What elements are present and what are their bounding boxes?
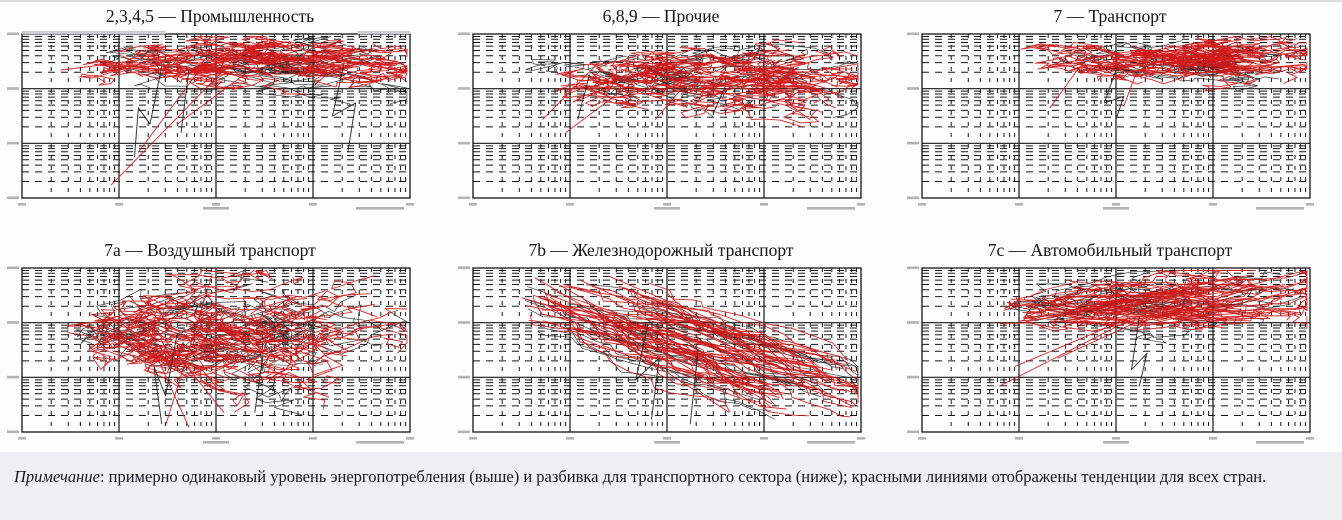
chart-title-road-transport: 7c — Автомобильный транспорт xyxy=(987,240,1233,260)
scatter-plot-svg-industry xyxy=(7,30,414,210)
chart-plot-transport xyxy=(904,30,1316,216)
note-text: : примерно одинаковый уровень энергопотр… xyxy=(99,467,1267,486)
scan-artifact-bar xyxy=(357,30,410,35)
illegible-tick-labels xyxy=(907,32,1314,210)
outlier-lines xyxy=(60,59,357,186)
scatter-plot-svg-air-transport xyxy=(7,266,414,444)
note-label: Примечание xyxy=(14,467,100,486)
top-border-line xyxy=(0,0,1342,2)
chart-plot-rail-transport xyxy=(455,264,867,450)
outlier-lines xyxy=(1049,69,1136,120)
chart-title-industry: 2,3,4,5 — Промышленность xyxy=(105,6,315,26)
scatter-plot-svg-others xyxy=(458,32,865,210)
chart-cell-road-transport: 7c — Автомобильный транспорт xyxy=(904,236,1316,450)
chart-cell-rail-transport: 7b — Железнодорожный транспорт xyxy=(455,236,867,450)
outlier-lines xyxy=(68,274,264,428)
scatter-plot-svg-transport xyxy=(907,32,1314,210)
chart-cell-industry: 2,3,4,5 — Промышленность xyxy=(4,2,416,216)
chart-title-others: 6,8,9 — Прочие xyxy=(602,6,720,26)
chart-cell-air-transport: 7a — Воздушный транспорт xyxy=(4,236,416,450)
chart-cell-others: 6,8,9 — Прочие xyxy=(455,2,867,216)
scatter-plot-svg-road-transport xyxy=(907,266,1314,444)
chart-title-air-transport: 7a — Воздушный транспорт xyxy=(104,240,316,260)
trend-lines-red xyxy=(521,282,859,418)
outlier-lines xyxy=(534,275,831,425)
chart-plot-others xyxy=(455,30,867,216)
outlier-lines xyxy=(999,313,1156,387)
illegible-tick-labels xyxy=(907,266,1314,444)
figure-note: Примечание: примерно одинаковый уровень … xyxy=(14,465,1326,489)
illegible-tick-labels xyxy=(458,32,865,210)
scan-artifact-bar xyxy=(22,30,166,35)
note-strip: Примечание: примерно одинаковый уровень … xyxy=(0,452,1342,520)
trend-lines-red xyxy=(999,270,1308,332)
trend-lines-red xyxy=(78,36,408,95)
illegible-tick-labels xyxy=(7,266,414,444)
illegible-tick-labels xyxy=(7,32,414,210)
chart-cell-transport: 7 — Транспорт xyxy=(904,2,1316,216)
chart-plot-road-transport xyxy=(904,264,1316,450)
trend-lines-red xyxy=(554,39,859,128)
outlier-lines xyxy=(542,59,726,133)
chart-plot-industry xyxy=(4,30,416,216)
chart-plot-air-transport xyxy=(4,264,416,450)
chart-title-rail-transport: 7b — Железнодорожный транспорт xyxy=(528,240,794,260)
scatter-plot-svg-rail-transport xyxy=(458,266,865,444)
illegible-tick-labels xyxy=(458,266,865,444)
trend-lines-red xyxy=(1020,36,1308,92)
chart-title-transport: 7 — Транспорт xyxy=(1053,6,1167,26)
